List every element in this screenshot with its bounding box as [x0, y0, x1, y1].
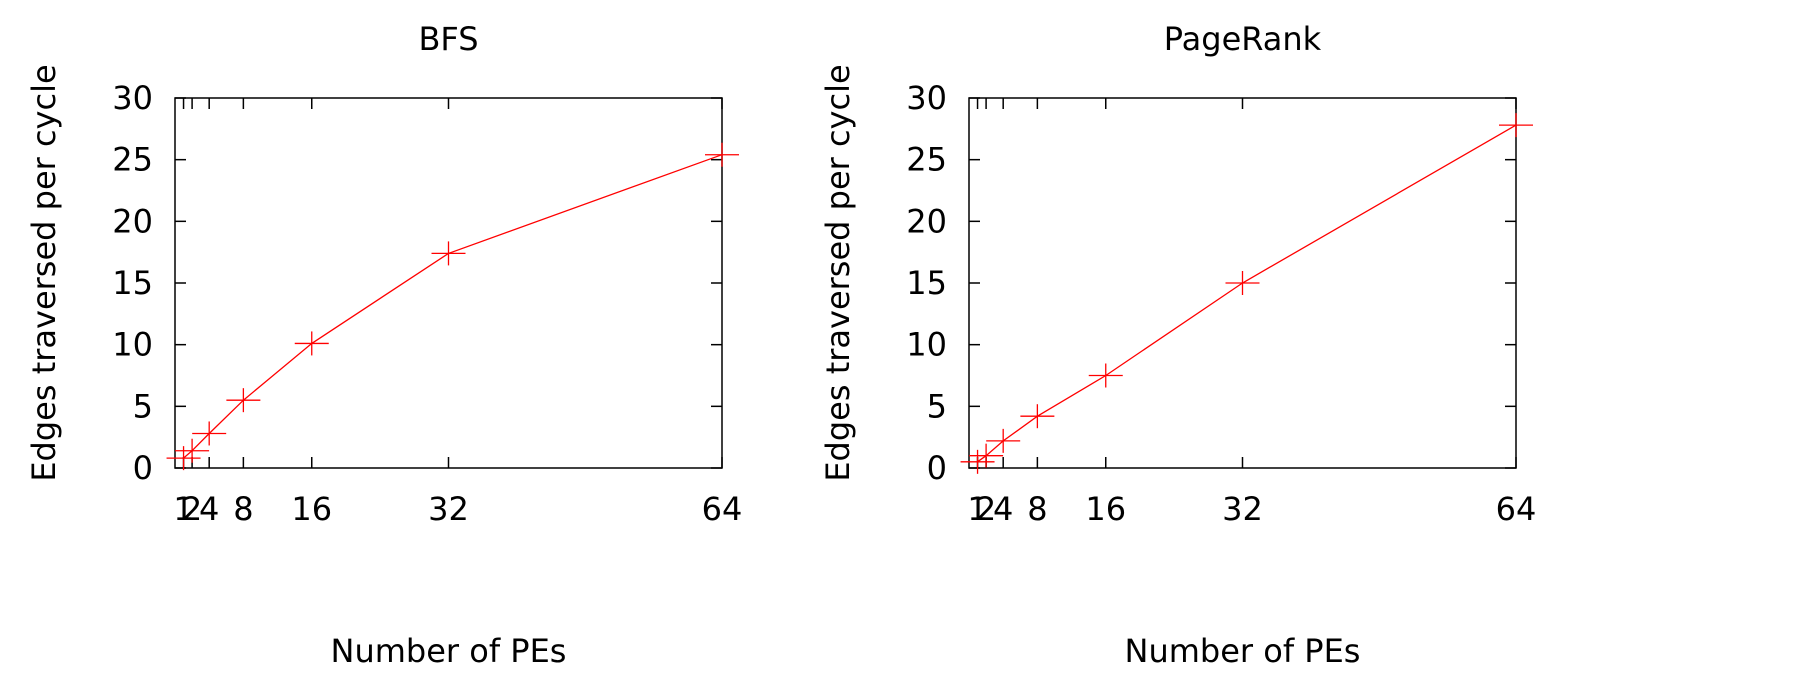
pagerank-y-tick-label: 15 [906, 264, 947, 302]
pagerank-y-tick-label: 5 [927, 387, 947, 425]
bfs-x-tick-label: 2 [182, 490, 202, 528]
pagerank-y-tick-label: 25 [906, 141, 947, 179]
pagerank-data-point [1225, 271, 1260, 295]
bfs-y-tick-label: 15 [112, 264, 153, 302]
pagerank-data-point [1088, 363, 1123, 388]
bfs-chart-title: BFS [418, 20, 478, 58]
pagerank-chart-panel: PageRank 0 5 10 15 20 25 30 124 8 16 32 64 Number of … [819, 20, 1536, 670]
bfs-y-tick-label: 30 [112, 79, 153, 117]
pagerank-data-point [960, 449, 995, 474]
pagerank-data-point [986, 428, 1021, 453]
pagerank-chart-title: PageRank [1164, 20, 1322, 58]
pagerank-y-axis-title: Edges traversed per cycle [819, 64, 857, 481]
bfs-y-tick-label: 10 [112, 326, 153, 364]
pagerank-y-tick-label: 20 [906, 202, 947, 240]
bfs-chart-panel: BFS 0 5 10 15 20 25 30 124 8 16 32 64 Number of PEs Ed… [25, 20, 742, 670]
pagerank-x-tick-label: 1 [967, 490, 987, 528]
bfs-y-tick-label: 20 [112, 202, 153, 240]
pagerank-y-tick-label: 30 [906, 79, 947, 117]
bfs-x-tick-label: 16 [291, 490, 332, 528]
bfs-data-point [705, 142, 739, 167]
pagerank-data-point [969, 443, 1004, 468]
bfs-data-point [226, 388, 261, 413]
bfs-data-point [431, 241, 466, 266]
bfs-series-line [183, 154, 723, 459]
bfs-data-point [192, 421, 227, 446]
pagerank-x-tick-label: 16 [1085, 490, 1126, 528]
pagerank-y-tick-label: 10 [906, 326, 947, 364]
bfs-y-axis-title: Edges traversed per cycle [25, 64, 63, 481]
pagerank-x-tick-label: 32 [1222, 490, 1263, 528]
pagerank-x-tick-label: 8 [1027, 490, 1047, 528]
pagerank-x-tick-label: 4 [993, 490, 1013, 528]
bfs-x-tick-label: 64 [702, 490, 743, 528]
pagerank-series-line [977, 124, 1517, 463]
pagerank-data-point [1020, 404, 1055, 429]
bfs-y-tick-label: 5 [133, 387, 153, 425]
bfs-x-tick-label: 4 [199, 490, 219, 528]
pagerank-x-tick-label: 2 [976, 490, 996, 528]
pagerank-data-point [1499, 113, 1533, 138]
bfs-y-tick-label: 0 [133, 449, 153, 487]
pagerank-x-tick-label: 64 [1496, 490, 1537, 528]
pagerank-y-tick-label: 0 [927, 449, 947, 487]
bfs-y-tick-label: 25 [112, 141, 153, 179]
bfs-data-point [294, 331, 329, 356]
pagerank-x-axis-title: Number of PEs [1125, 632, 1361, 670]
bfs-data-point [166, 446, 201, 471]
bfs-x-axis-title: Number of PEs [331, 632, 567, 670]
bfs-data-point [175, 438, 210, 463]
bfs-x-tick-label: 32 [428, 490, 469, 528]
bfs-x-tick-label: 1 [173, 490, 193, 528]
bfs-plot-frame [174, 97, 723, 469]
bfs-x-tick-label: 8 [233, 490, 253, 528]
